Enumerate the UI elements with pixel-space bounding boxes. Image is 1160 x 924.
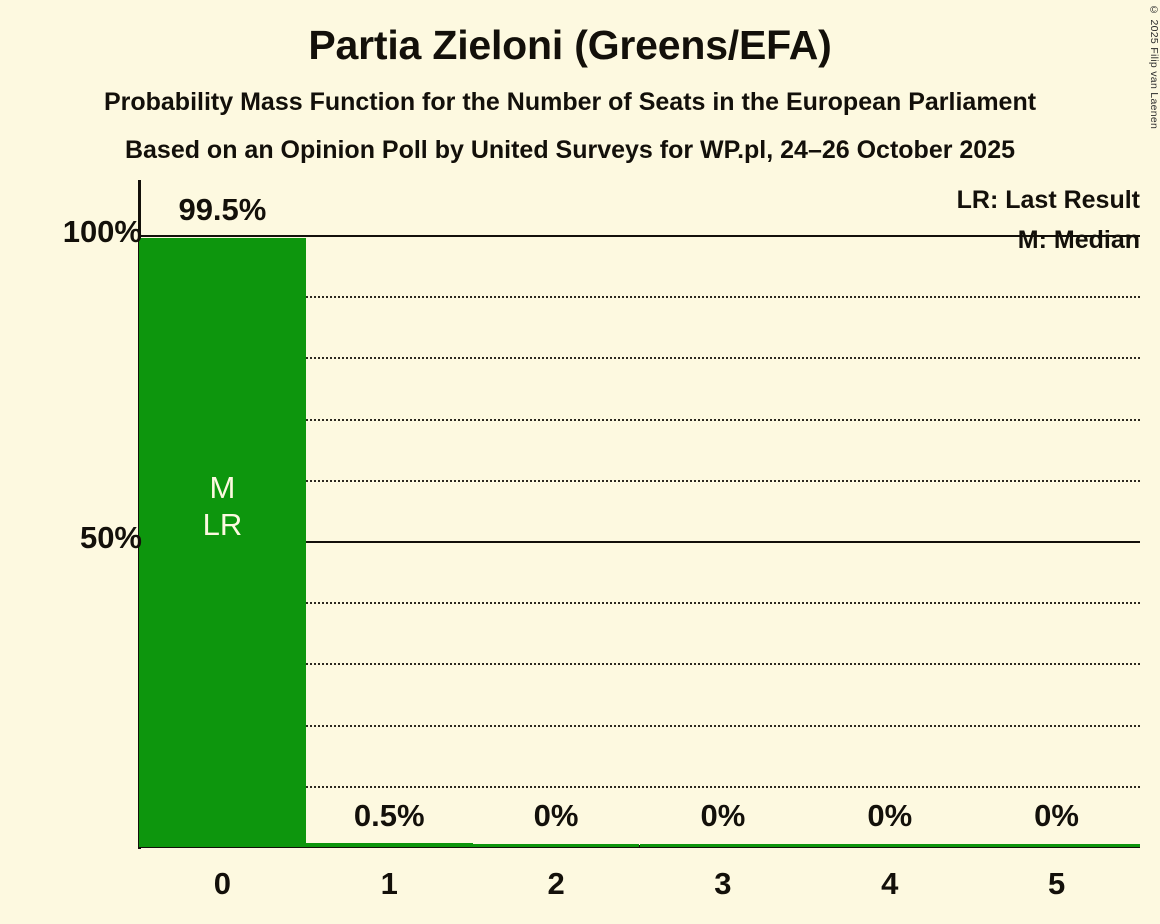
bar-fill[interactable]: [806, 844, 974, 847]
gridline-minor: [139, 602, 1140, 605]
y-axis-tick-label: 100%: [62, 214, 142, 249]
bar-value-label: 0%: [700, 798, 746, 833]
x-axis-tick-label: 0: [213, 866, 232, 901]
bar-fill[interactable]: [472, 844, 640, 847]
gridline-minor: [139, 724, 1140, 727]
gridline-minor: [139, 296, 1140, 299]
gridline-major: [139, 235, 1140, 237]
gridline-minor: [139, 785, 1140, 788]
x-axis-tick-label: 1: [380, 866, 398, 901]
x-axis-tick-label: 3: [714, 866, 732, 901]
y-axis-tick-label: 50%: [79, 520, 142, 555]
x-axis-tick-label: 2: [547, 866, 565, 901]
gridline-minor: [139, 357, 1140, 360]
chart-subtitle-source: Based on an Opinion Poll by United Surve…: [124, 136, 1016, 164]
legend-last-result: LR: Last Result: [956, 186, 1140, 214]
bar-value-label: 0%: [1034, 798, 1079, 833]
gridline-minor: [139, 479, 1140, 482]
bar-group[interactable]: 0%: [806, 180, 974, 847]
copyright-notice: © 2025 Filip van Laenen: [1148, 4, 1160, 130]
bar-value-label: 0.5%: [353, 797, 425, 833]
legend-median: M: Median: [1017, 226, 1140, 254]
bar-group[interactable]: 0.5%: [305, 180, 473, 847]
bar-value-label: 99.5%: [178, 192, 267, 228]
x-axis-tick-label: 4: [881, 866, 899, 901]
bar-fill[interactable]: [139, 238, 306, 847]
bar-fill[interactable]: [305, 843, 473, 847]
last-result-marker: LR: [202, 506, 243, 542]
x-axis-tick-label: 5: [1047, 866, 1066, 901]
bar-value-label: 0%: [533, 798, 579, 833]
median-marker: M: [209, 469, 236, 505]
plot-area: 99.5% M LR 0.5% 0% 0% 0% 0%: [139, 180, 1140, 847]
bar-fill[interactable]: [639, 844, 807, 847]
bar-fill[interactable]: [973, 844, 1140, 847]
gridline-minor: [139, 663, 1140, 666]
bar-value-label: 0%: [867, 798, 913, 833]
gridline-major: [139, 541, 1140, 543]
bar-group[interactable]: 0%: [973, 180, 1140, 847]
bar-marker-labels: M LR: [139, 469, 306, 543]
chart-subtitle-primary: Probability Mass Function for the Number…: [103, 88, 1037, 116]
bar-group[interactable]: 0%: [472, 180, 640, 847]
bar-group[interactable]: 99.5% M LR: [139, 180, 306, 847]
page-title: Partia Zieloni (Greens/EFA): [308, 22, 832, 68]
gridline-minor: [139, 418, 1140, 421]
bar-group[interactable]: 0%: [639, 180, 807, 847]
